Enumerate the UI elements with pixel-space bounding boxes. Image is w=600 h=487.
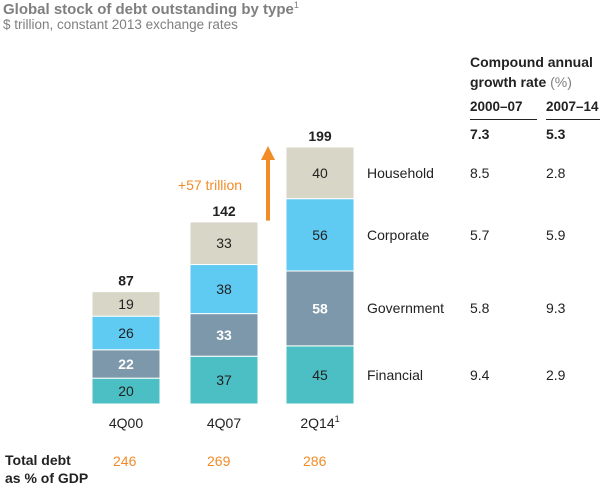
bar-segment-corporate-4q07 <box>189 264 259 315</box>
cagr-corporate-2007-14: 5.9 <box>546 227 566 243</box>
bar-segment-financial-2q14 <box>285 345 355 405</box>
cagr-government-2000-07: 5.8 <box>470 300 490 316</box>
gdp-value-2q14: 286 <box>303 453 327 469</box>
title-footnote-marker: 1 <box>293 0 299 10</box>
gdp-value-4q07: 269 <box>207 453 231 469</box>
category-label-2q14: 2Q141 <box>300 414 339 431</box>
total-label-2q14: 199 <box>308 128 332 144</box>
cagr-corporate-2000-07: 5.7 <box>470 227 490 243</box>
cagr-period-2000-07: 2000–07 <box>470 99 523 114</box>
cagr-header: Compound annual growth rate (%) <box>470 54 593 90</box>
segment-label-financial: Financial <box>367 367 424 383</box>
data-label-corporate-4q00: 26 <box>118 325 134 341</box>
category-footnote-marker: 1 <box>335 414 340 424</box>
cagr-header-rule-2 <box>546 119 600 120</box>
total-debt-gdp-label: Total debt as % of GDP <box>5 452 89 486</box>
data-label-household-2q14: 40 <box>312 165 328 181</box>
data-label-financial-2q14: 45 <box>312 367 328 383</box>
growth-arrow-head <box>261 146 275 160</box>
data-label-household-4q07: 33 <box>216 235 232 251</box>
gdp-value-4q00: 246 <box>113 453 137 469</box>
segment-label-household: Household <box>367 165 434 181</box>
data-label-government-4q00: 22 <box>118 356 134 372</box>
data-label-government-4q07: 33 <box>216 327 232 343</box>
total-label-4q07: 142 <box>212 203 236 219</box>
cagr-period-2007-14: 2007–14 <box>546 99 599 114</box>
growth-annotation-label: +57 trillion <box>178 177 242 193</box>
cagr-household-2000-07: 8.5 <box>470 165 490 181</box>
bar-segment-financial-4q07 <box>189 355 259 405</box>
total-label-4q00: 87 <box>118 273 134 289</box>
bar-segment-government-2q14 <box>285 270 355 347</box>
bar-segment-household-2q14 <box>285 146 355 200</box>
cagr-total-2007-14: 5.3 <box>546 126 566 142</box>
cagr-financial-2007-14: 2.9 <box>546 367 566 383</box>
bar-segment-financial-4q00 <box>91 377 161 405</box>
cagr-unit: (%) <box>550 74 572 90</box>
data-label-corporate-2q14: 56 <box>312 227 328 243</box>
cagr-government-2007-14: 9.3 <box>546 300 566 316</box>
cagr-total-2000-07: 7.3 <box>470 126 490 142</box>
category-label-4q00: 4Q00 <box>109 415 143 431</box>
data-label-corporate-4q07: 38 <box>216 281 232 297</box>
data-label-financial-4q00: 20 <box>118 383 134 399</box>
bar-segment-government-4q00 <box>91 349 161 379</box>
chart-title: Global stock of debt outstanding by type… <box>3 0 299 18</box>
cagr-financial-2000-07: 9.4 <box>470 367 490 383</box>
segment-label-corporate: Corporate <box>367 227 430 243</box>
cagr-household-2007-14: 2.8 <box>546 165 566 181</box>
data-label-household-4q00: 19 <box>118 296 134 312</box>
segment-label-government: Government <box>367 300 445 316</box>
bar-segment-corporate-4q00 <box>91 315 161 351</box>
bar-segment-corporate-2q14 <box>285 198 355 272</box>
data-label-government-2q14: 58 <box>312 300 328 316</box>
bar-segment-household-4q07 <box>189 221 259 266</box>
data-label-financial-4q07: 37 <box>216 372 232 388</box>
cagr-header-rule-1 <box>470 119 537 120</box>
category-label-4q07: 4Q07 <box>207 415 241 431</box>
bar-segment-household-4q00 <box>91 291 161 317</box>
chart-subtitle: $ trillion, constant 2013 exchange rates <box>3 17 238 32</box>
bar-segment-government-4q07 <box>189 313 259 357</box>
